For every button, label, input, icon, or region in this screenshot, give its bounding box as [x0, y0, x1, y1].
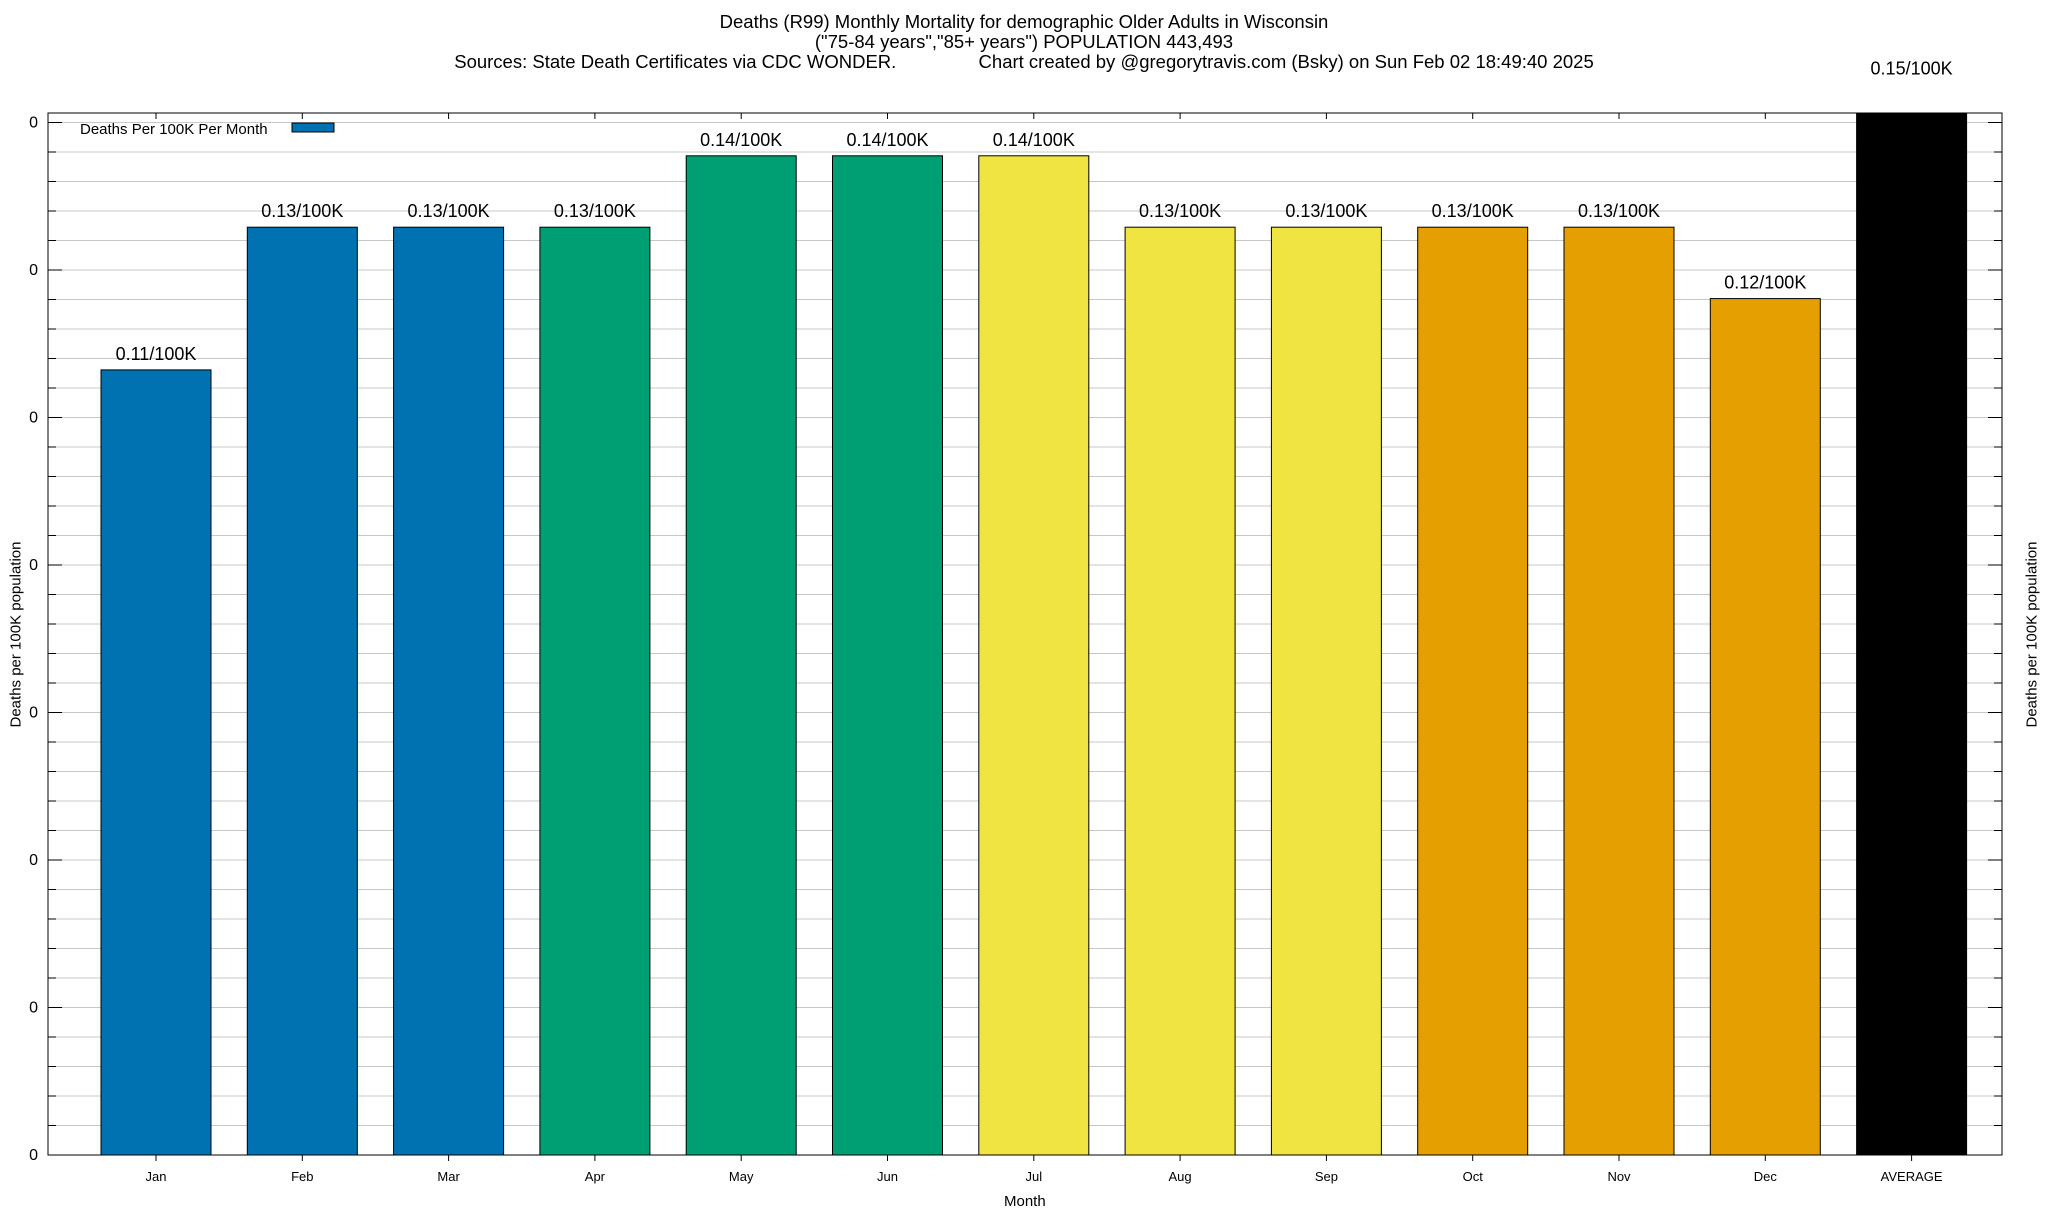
bar [1856, 112, 1968, 1156]
data-label: 0.13/100K [1432, 201, 1514, 221]
plot-border [47, 112, 2003, 1156]
legend-label: Deaths Per 100K Per Month [80, 121, 268, 138]
data-label: 0.14/100K [846, 130, 928, 150]
x-tick-label: Jul [1025, 1169, 1042, 1184]
y-axis-label-right: Deaths per 100K population [2023, 541, 2041, 727]
x-tick-label: Dec [1754, 1169, 1778, 1184]
legend-swatch [291, 122, 335, 133]
bar [393, 226, 505, 1156]
data-label: 0.13/100K [554, 201, 636, 221]
y-tick-label: 0 [29, 1000, 38, 1017]
data-label: 0.14/100K [993, 130, 1075, 150]
y-tick-label: 0 [29, 1147, 38, 1164]
x-tick-label: Feb [291, 1169, 313, 1184]
chart-title: Deaths (R99) Monthly Mortality for demog… [0, 12, 2048, 72]
bar [832, 155, 943, 1156]
data-label: 0.15/100K [1871, 59, 1953, 79]
data-label: 0.13/100K [1285, 201, 1367, 221]
title-line-3: Sources: State Death Certificates via CD… [454, 51, 1594, 72]
bar [1417, 226, 1529, 1156]
data-label: 0.13/100K [261, 201, 343, 221]
x-tick-label: Jun [877, 1169, 898, 1184]
data-label: 0.13/100K [1139, 201, 1221, 221]
x-tick-label: Oct [1463, 1169, 1484, 1184]
y-axis-label-left: Deaths per 100K population [7, 541, 25, 727]
bar [1563, 226, 1675, 1156]
bar [1270, 226, 1382, 1156]
bar [100, 369, 212, 1156]
data-label: 0.14/100K [700, 130, 782, 150]
data-label: 0.11/100K [116, 344, 197, 364]
x-tick-label: Jan [146, 1169, 167, 1184]
y-tick-label: 0 [29, 262, 38, 279]
data-label: 0.13/100K [408, 201, 490, 221]
y-tick-label: 0 [29, 852, 38, 869]
data-label: 0.12/100K [1724, 273, 1806, 293]
x-tick-label: Aug [1169, 1169, 1192, 1184]
bar [1709, 298, 1821, 1156]
data-label: 0.13/100K [1578, 201, 1660, 221]
title-line-1: Deaths (R99) Monthly Mortality for demog… [719, 11, 1329, 32]
bar [539, 226, 651, 1156]
x-tick-label: Nov [1607, 1169, 1631, 1184]
y-tick-label: 0 [29, 410, 38, 427]
y-tick-label: 0 [29, 115, 38, 132]
y-tick-label: 0 [29, 705, 38, 722]
bar [1124, 226, 1236, 1156]
x-tick-label: Sep [1315, 1169, 1338, 1184]
bar [685, 155, 797, 1156]
x-tick-label: AVERAGE [1881, 1169, 1943, 1184]
x-axis-label: Month [1004, 1193, 1046, 1210]
x-tick-label: May [729, 1169, 754, 1184]
bar [978, 155, 1090, 1156]
y-tick-label: 0 [29, 557, 38, 574]
bar [246, 226, 358, 1156]
x-tick-label: Mar [437, 1169, 460, 1184]
title-line-2: ("75-84 years","85+ years") POPULATION 4… [814, 31, 1234, 52]
x-tick-label: Apr [585, 1169, 606, 1184]
